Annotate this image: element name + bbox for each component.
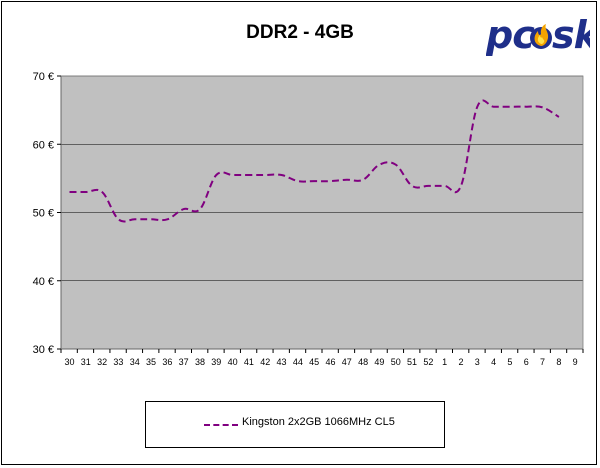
x-tick-label: 35 [146,357,156,367]
chart-title: DDR2 - 4GB [246,22,354,43]
pcask-logo: pc sk [486,16,590,56]
y-tick-label: 30 € [33,344,54,356]
legend: Kingston 2x2GB 1066MHz CL5 [145,401,445,448]
x-tick-label: 45 [309,357,319,367]
x-tick-label: 48 [358,357,368,367]
logo-text-pc: pc [486,16,535,56]
x-tick-label: 33 [113,357,123,367]
x-tick-label: 7 [540,357,545,367]
x-tick-label: 44 [293,357,303,367]
x-tick-label: 4 [491,357,496,367]
x-tick-label: 50 [391,357,401,367]
x-tick-label: 6 [524,357,529,367]
x-tick-label: 51 [407,357,417,367]
x-tick-label: 46 [325,357,335,367]
y-axis-ticks: 30 € 40 € 50 € 60 € 70 € [33,71,61,356]
flame-icon [530,24,552,49]
x-tick-label: 5 [507,357,512,367]
x-tick-label: 39 [211,357,221,367]
logo-graphic: pc sk [486,16,590,56]
x-tick-label: 34 [130,357,140,367]
x-tick-label: 38 [195,357,205,367]
series-lines [69,99,560,223]
x-tick-label: 31 [81,357,91,367]
legend-swatch [204,424,238,426]
x-tick-label: 52 [423,357,433,367]
x-tick-label: 9 [573,357,578,367]
x-tick-label: 41 [244,357,254,367]
y-tick-label: 50 € [33,208,54,220]
x-tick-label: 2 [458,357,463,367]
x-tick-label: 36 [162,357,172,367]
x-tick-label: 32 [97,357,107,367]
y-tick-label: 70 € [33,71,54,83]
x-tick-label: 49 [374,357,384,367]
logo-text-sk: sk [552,16,590,56]
y-tick-label: 60 € [33,139,54,151]
x-tick-label: 37 [179,357,189,367]
series-line-kingston [69,99,560,223]
x-tick-label: 47 [342,357,352,367]
x-tick-label: 42 [260,357,270,367]
x-tick-label: 30 [64,357,74,367]
x-axis-ticks: 30 31 32 33 34 35 36 37 38 39 40 41 42 43 44 45 46 47 48 49… [60,349,584,367]
x-tick-label: 43 [277,357,287,367]
x-tick-label: 3 [475,357,480,367]
legend-label: Kingston 2x2GB 1066MHz CL5 [242,416,395,428]
x-tick-label: 1 [442,357,447,367]
x-tick-label: 40 [228,357,238,367]
y-tick-label: 40 € [33,276,54,288]
x-tick-label: 8 [556,357,561,367]
